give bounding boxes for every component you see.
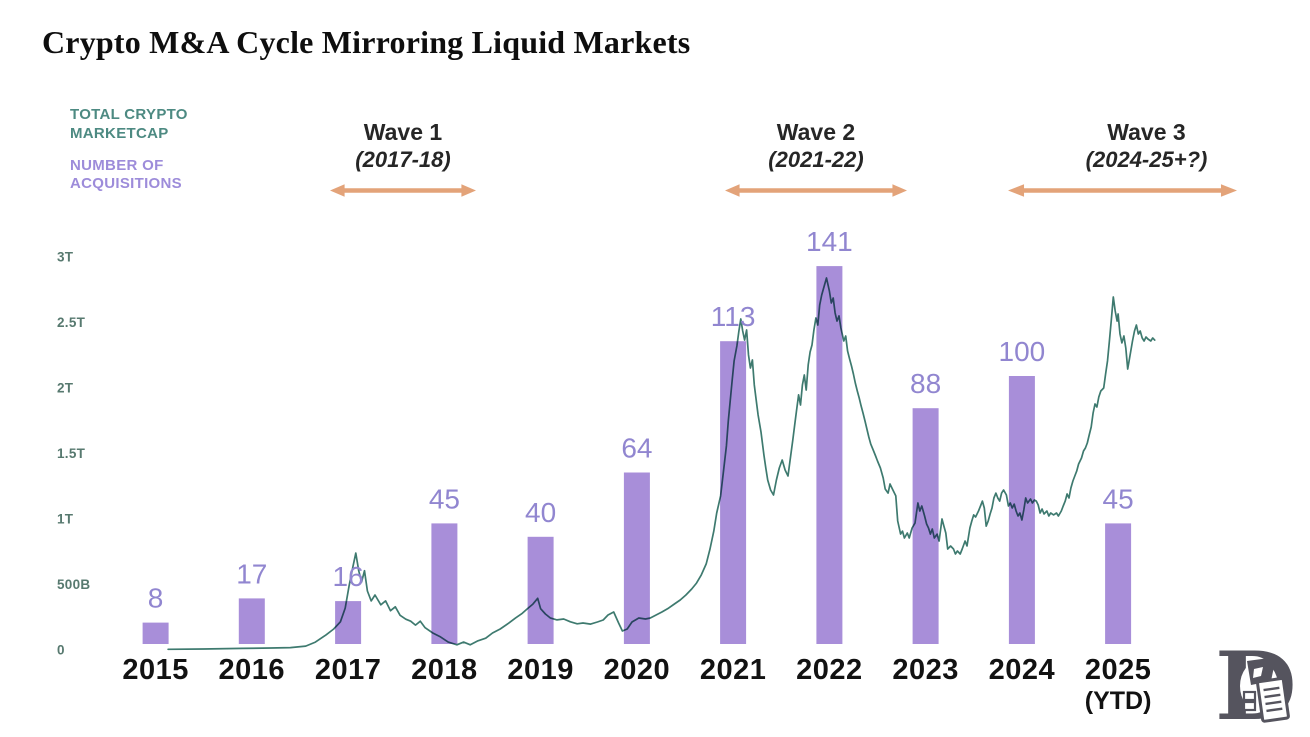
acquisitions-value-label: 64: [621, 433, 652, 464]
x-axis-year-label: 2015: [122, 654, 189, 686]
acquisitions-bar: [431, 523, 458, 644]
letter-d-scroll-icon: D: [1215, 632, 1297, 737]
acquisitions-bar: [142, 622, 169, 644]
wave-3-title: Wave 3: [1107, 119, 1186, 145]
acquisitions-value-label: 88: [910, 368, 941, 399]
legend-marketcap-label: TOTAL CRYPTO MARKETCAP: [70, 106, 188, 142]
wave-3-annotation: Wave 3 (2024-25+?): [1008, 118, 1237, 198]
acquisitions-value-label: 100: [999, 336, 1046, 367]
legend-acquisitions-label: NUMBER OF ACQUISITIONS: [70, 156, 182, 193]
y-axis-tick: 2.5T: [57, 315, 86, 330]
y-axis-tick: 0: [57, 643, 65, 658]
wave-2-arrow-icon: [725, 184, 907, 197]
y-axis-tick: 3T: [57, 250, 74, 265]
wave-1-range: (2017-18): [355, 147, 451, 172]
acquisitions-bar: [816, 266, 843, 644]
acquisitions-bar: [623, 472, 650, 644]
x-axis-year-label: 2025: [1085, 654, 1152, 686]
publisher-logo: D: [1215, 632, 1306, 737]
wave-1-arrow-icon: [330, 184, 476, 197]
wave-2-text: Wave 2 (2021-22): [722, 118, 910, 173]
wave-3-arrow-icon: [1008, 184, 1237, 197]
x-axis-year-label: 2017: [315, 654, 382, 686]
acquisitions-bar: [912, 408, 939, 644]
y-axis-tick: 1.5T: [57, 446, 86, 461]
acquisitions-bar: [1008, 376, 1035, 644]
acquisitions-bar: [720, 341, 747, 644]
x-axis-year-label: 2018: [411, 654, 478, 686]
x-axis-year-label: 2016: [219, 654, 286, 686]
wave-1-annotation: Wave 1 (2017-18): [318, 118, 488, 198]
x-axis-year-label: 2021: [700, 654, 767, 686]
marketcap-line: [167, 277, 1156, 651]
x-axis-year-label: 2020: [604, 654, 671, 686]
wave-2-range: (2021-22): [768, 147, 864, 172]
acquisitions-value-label: 40: [525, 497, 556, 528]
acquisitions-bar: [238, 598, 265, 644]
acquisitions-value-label: 8: [148, 583, 164, 614]
wave-3-text: Wave 3 (2024-25+?): [1032, 118, 1261, 173]
wave-1-text: Wave 1 (2017-18): [318, 118, 488, 173]
page-title: Crypto M&A Cycle Mirroring Liquid Market…: [42, 24, 691, 60]
legend: TOTAL CRYPTO MARKETCAP NUMBER OF ACQUISI…: [70, 106, 205, 194]
acquisitions-value-label: 113: [711, 301, 756, 332]
acquisitions-value-label: 45: [429, 483, 460, 514]
wave-3-range: (2024-25+?): [1085, 147, 1208, 172]
acquisitions-bar: [527, 536, 554, 644]
acquisitions-bar: [1105, 523, 1132, 644]
acquisitions-value-label: 45: [1103, 483, 1134, 514]
wave-2-annotation: Wave 2 (2021-22): [722, 118, 910, 198]
wave-2-title: Wave 2: [776, 119, 856, 145]
x-axis-year-label: 2024: [989, 654, 1056, 686]
x-axis-year-label: 2023: [892, 654, 959, 686]
x-axis-sublabel: (YTD): [1085, 687, 1152, 715]
y-axis-tick: 2T: [57, 381, 74, 396]
acquisitions-value-label: 141: [806, 226, 853, 257]
x-axis-year-label: 2022: [796, 654, 863, 686]
acquisitions-value-label: 16: [333, 561, 364, 592]
wave-1-title: Wave 1: [363, 119, 443, 145]
y-axis-tick: 500B: [57, 577, 90, 592]
acquisitions-value-label: 17: [236, 558, 267, 589]
x-axis-year-label: 2019: [507, 654, 574, 686]
y-axis-tick: 1T: [57, 512, 74, 527]
